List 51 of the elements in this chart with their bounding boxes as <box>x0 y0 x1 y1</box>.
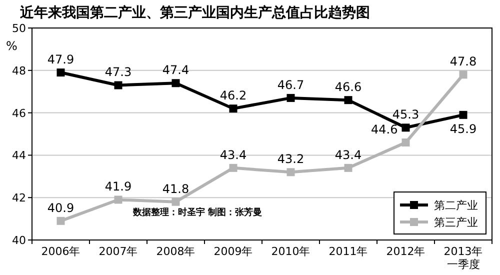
data-label: 43.4 <box>334 148 362 162</box>
data-label: 46.6 <box>334 80 362 94</box>
point <box>402 138 410 146</box>
chart-title: 近年来我国第二产业、第三产业国内生产总值占比趋势图 <box>19 4 370 21</box>
point <box>56 68 65 77</box>
x-tick-label: 2007年 <box>98 245 138 258</box>
point <box>286 94 295 102</box>
data-label: 46.7 <box>277 78 304 92</box>
point <box>459 110 468 119</box>
data-label: 43.2 <box>277 152 304 166</box>
y-tick-label: 40 <box>12 234 26 247</box>
data-label: 46.2 <box>220 88 247 103</box>
point <box>172 79 180 88</box>
point <box>172 198 180 206</box>
data-label: 41.9 <box>104 180 132 194</box>
legend-label: 第三产业 <box>434 216 478 229</box>
data-label: 45.9 <box>450 122 477 136</box>
data-label: 43.4 <box>220 148 247 162</box>
x-tick-label: 2013年一季度 <box>444 245 483 271</box>
point <box>402 124 410 132</box>
x-tick-label: 2009年 <box>214 245 253 258</box>
x-tick-label: 2011年 <box>328 245 368 258</box>
data-label: 45.3 <box>392 108 420 122</box>
x-tick-label: 2008年 <box>156 245 196 258</box>
x-tick-label: 2010年 <box>271 245 310 258</box>
point <box>344 164 352 172</box>
annotation: 数据整理：时圣宇 制图：张芳曼 <box>132 207 262 218</box>
y-tick-label: 46 <box>12 106 26 120</box>
data-label: 47.3 <box>104 65 132 80</box>
legend-label: 第二产业 <box>434 199 478 212</box>
point <box>114 196 122 204</box>
data-label: 47.9 <box>47 52 74 67</box>
y-tick-label: 42 <box>12 192 26 205</box>
x-tick-label: 2006年 <box>41 245 80 258</box>
x-tick-label: 2012年 <box>386 245 426 258</box>
point <box>229 104 238 113</box>
data-label: 47.8 <box>450 54 477 69</box>
point <box>286 168 295 176</box>
data-label: 44.6 <box>371 122 398 136</box>
data-label: 40.9 <box>47 200 74 215</box>
y-tick-label: 48 <box>12 64 26 78</box>
y-axis-title: % <box>6 39 18 53</box>
point <box>229 164 238 172</box>
point <box>114 81 122 90</box>
y-tick-label: 50 <box>12 22 26 35</box>
data-label: 41.8 <box>162 182 190 196</box>
point <box>56 216 65 225</box>
y-tick-label: 44 <box>12 149 26 162</box>
point <box>459 70 468 79</box>
data-label: 47.4 <box>162 63 190 78</box>
point <box>344 96 352 104</box>
